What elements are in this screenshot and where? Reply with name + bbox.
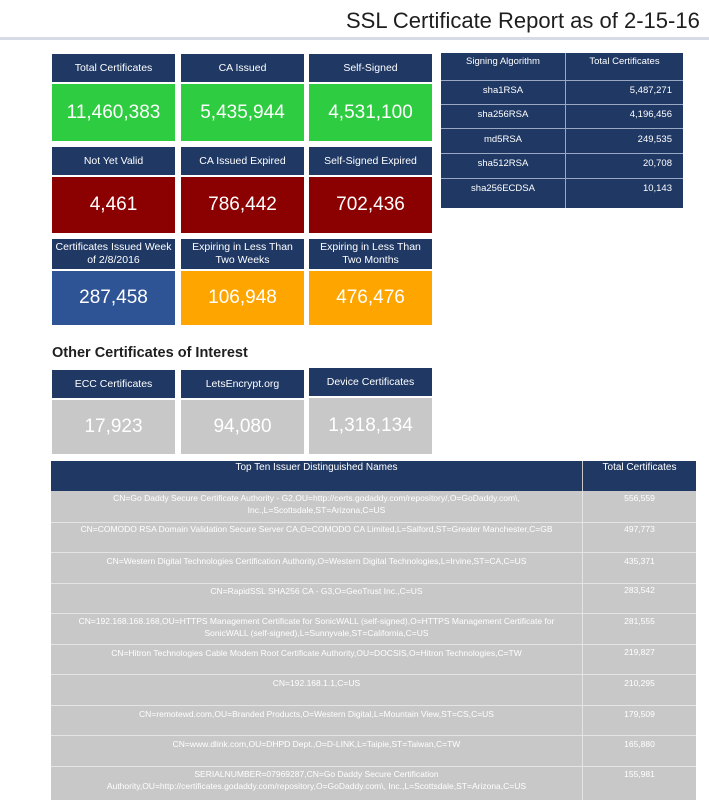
issuer-row-divider: [51, 674, 696, 675]
tile-letsencrypt-value: 94,080: [180, 399, 305, 455]
tile-device-label: Device Certificates: [308, 367, 433, 397]
algo-total: 10,143: [642, 182, 672, 194]
tile-ecc-value: 17,923: [51, 399, 176, 455]
issuer-total: 283,542: [624, 585, 655, 595]
issuer-total: 179,509: [624, 709, 655, 719]
tile-not-yet-valid-value: 4,461: [51, 176, 176, 234]
tile-issued-week-value: 287,458: [51, 270, 176, 326]
issuer-name: CN=Go Daddy Secure Certificate Authority…: [113, 493, 520, 515]
algo-name: sha256RSA: [477, 108, 529, 120]
signing-algorithm-table: [441, 53, 683, 208]
algo-row-divider: [441, 104, 683, 105]
tile-self-signed-expired-value: 702,436: [308, 176, 433, 234]
algo-total: 20,708: [642, 157, 672, 169]
algo-name: sha256ECDSA: [471, 182, 535, 194]
issuer-total: 210,295: [624, 678, 655, 688]
issuer-total: 281,555: [624, 616, 655, 626]
tile-ecc-label: ECC Certificates: [51, 369, 176, 399]
issuer-name: CN=Hitron Technologies Cable Modem Root …: [111, 648, 522, 658]
other-certificates-heading: Other Certificates of Interest: [52, 345, 248, 361]
issuer-row-divider: [51, 522, 696, 523]
tile-self-signed-value: 4,531,100: [308, 83, 433, 142]
issuer-total: 219,827: [624, 647, 655, 657]
algo-header-algorithm: Signing Algorithm: [466, 55, 540, 67]
algo-name: sha1RSA: [482, 84, 524, 96]
issuer-table: [51, 461, 696, 800]
tile-self-signed-label: Self-Signed: [308, 53, 433, 83]
issuer-row-divider: [51, 552, 696, 553]
tile-total-certificates-label: Total Certificates: [51, 53, 176, 83]
algo-name: md5RSA: [483, 133, 522, 145]
algo-row-divider: [441, 128, 683, 129]
tile-ca-issued-expired-value: 786,442: [180, 176, 305, 234]
issuer-row-divider: [51, 583, 696, 584]
title-underline: [0, 37, 709, 40]
algo-total: 249,535: [637, 133, 672, 145]
issuer-total: 497,773: [624, 524, 655, 534]
issuer-name: CN=Western Digital Technologies Certific…: [106, 556, 527, 566]
issuer-row-divider: [51, 705, 696, 706]
algo-name: sha512RSA: [477, 157, 529, 169]
issuer-name: CN=COMODO RSA Domain Validation Secure S…: [80, 524, 553, 534]
algo-total: 4,196,456: [629, 108, 672, 120]
tile-total-certificates-value: 11,460,383: [51, 83, 176, 142]
issuer-name: CN=www.dlink.com,OU=DHPD Dept.,O=D-LINK,…: [172, 739, 461, 749]
tile-self-signed-expired-label: Self-Signed Expired: [308, 146, 433, 176]
issuer-row-divider: [51, 766, 696, 767]
tile-expiring-two-weeks-label: Expiring in Less Than Two Weeks: [180, 238, 305, 270]
issuer-header-name: Top Ten Issuer Distinguished Names: [51, 461, 582, 491]
issuer-row-divider: [51, 644, 696, 645]
tile-device-value: 1,318,134: [308, 397, 433, 455]
tile-expiring-two-weeks-value: 106,948: [180, 270, 305, 326]
issuer-row-divider: [51, 735, 696, 736]
algo-row-divider: [441, 178, 683, 179]
issuer-total: 155,981: [624, 769, 655, 779]
tile-expiring-two-months-value: 476,476: [308, 270, 433, 326]
tile-expiring-two-months-label: Expiring in Less Than Two Months: [308, 238, 433, 270]
issuer-name: SERIALNUMBER=07969287,CN=Go Daddy Secure…: [106, 769, 527, 791]
tile-issued-week-label: Certificates Issued Week of 2/8/2016: [51, 238, 176, 270]
issuer-header-total: Total Certificates: [583, 461, 696, 491]
issuer-name: CN=192.168.1.1,C=US: [272, 678, 361, 688]
tile-letsencrypt-label: LetsEncrypt.org: [180, 369, 305, 399]
issuer-total: 165,880: [624, 739, 655, 749]
issuer-total: 435,371: [624, 556, 655, 566]
issuer-column-divider: [582, 491, 583, 800]
tile-ca-issued-value: 5,435,944: [180, 83, 305, 142]
issuer-name: CN=192.168.168.168,OU=HTTPS Management C…: [78, 616, 555, 638]
tile-ca-issued-label: CA Issued: [180, 53, 305, 83]
issuer-name: CN=remotewd.com,OU=Branded Products,O=We…: [139, 709, 494, 719]
algo-row-divider: [441, 80, 683, 81]
algo-total: 5,487,271: [629, 84, 672, 96]
issuer-name: CN=RapidSSL SHA256 CA - G3,O=GeoTrust In…: [210, 586, 423, 596]
tile-not-yet-valid-label: Not Yet Valid: [51, 146, 176, 176]
tile-ca-issued-expired-label: CA Issued Expired: [180, 146, 305, 176]
algo-row-divider: [441, 153, 683, 154]
report-title: SSL Certificate Report as of 2-15-16: [346, 8, 700, 33]
issuer-row-divider: [51, 613, 696, 614]
issuer-total: 556,559: [624, 493, 655, 503]
algo-column-divider: [565, 53, 566, 208]
algo-header-total: Total Certificates: [589, 55, 660, 67]
